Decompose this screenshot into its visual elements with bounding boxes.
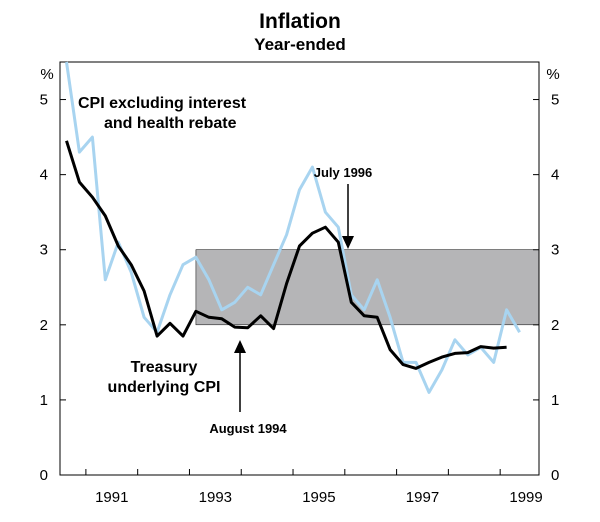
x-tick-label: 1999 — [509, 489, 542, 506]
y-tick-label-left: 2 — [40, 317, 48, 334]
annotation-august-1994: August 1994 — [209, 421, 287, 436]
series-line-treasury-underlying — [65, 140, 507, 370]
y-tick-label-right: 1 — [551, 392, 559, 409]
series-label-treasury-line1: Treasury — [131, 359, 198, 376]
y-tick-label-right: 0 — [551, 467, 559, 484]
target-band — [195, 249, 540, 326]
x-tick-label: 1991 — [95, 489, 128, 506]
x-tick-label: 1993 — [199, 489, 232, 506]
x-axis: 1991 1993 1995 1997 1999 — [85, 469, 543, 506]
plot-frame — [59, 61, 540, 476]
y-tick-label-right: 2 — [551, 317, 559, 334]
series-line-cpi-excluding — [65, 61, 521, 394]
y-tick-label-right: 3 — [551, 242, 559, 259]
y-axis-left: 0 1 2 3 4 5 — [40, 92, 66, 484]
y-unit-left: % — [40, 66, 53, 83]
y-tick-label-left: 3 — [40, 242, 48, 259]
y-tick-label-left: 0 — [40, 467, 48, 484]
y-tick-label-left: 5 — [40, 92, 48, 109]
y-tick-label-right: 5 — [551, 92, 559, 109]
y-tick-label-left: 4 — [40, 167, 48, 184]
y-tick-label-right: 4 — [551, 167, 559, 184]
arrow-august-1994-head — [234, 340, 246, 353]
annotation-july-1996: July 1996 — [314, 165, 373, 180]
chart-title: Inflation — [259, 10, 341, 33]
y-axis-right: 0 1 2 3 4 5 — [533, 92, 559, 484]
chart-subtitle: Year-ended — [254, 35, 346, 54]
y-tick-label-left: 1 — [40, 392, 48, 409]
arrow-july-1996-head — [342, 236, 354, 249]
series-label-cpi-line2: and health rebate — [104, 115, 237, 132]
series-label-cpi-line1: CPI excluding interest — [78, 95, 247, 112]
x-tick-label: 1995 — [302, 489, 335, 506]
y-unit-right: % — [546, 66, 559, 83]
series-label-treasury-line2: underlying CPI — [108, 379, 221, 396]
x-tick-label: 1997 — [406, 489, 439, 506]
